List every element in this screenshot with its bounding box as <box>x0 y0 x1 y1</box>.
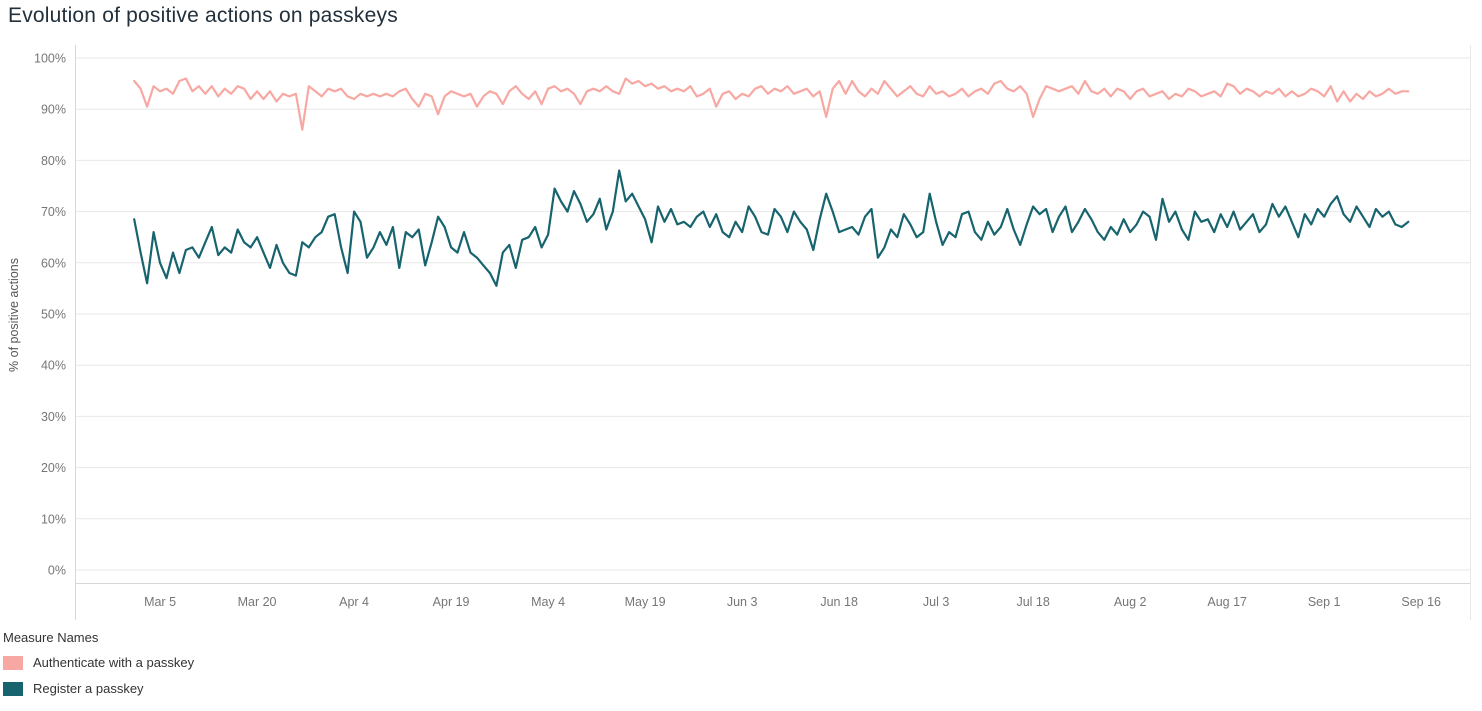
x-tick-label: Jun 3 <box>727 595 758 609</box>
legend-item-register[interactable]: Register a passkey <box>3 681 194 696</box>
y-tick-label: 50% <box>41 308 66 322</box>
legend-swatch-authenticate-icon <box>3 655 23 670</box>
x-tick-label: Mar 20 <box>238 595 277 609</box>
x-tick-label: May 19 <box>625 595 666 609</box>
x-tick-label: Apr 4 <box>339 595 369 609</box>
legend-label-register: Register a passkey <box>33 681 144 696</box>
x-tick-label: Sep 16 <box>1401 595 1441 609</box>
y-tick-label: 20% <box>41 461 66 475</box>
x-tick-label: Mar 5 <box>144 595 176 609</box>
legend-label-authenticate: Authenticate with a passkey <box>33 655 195 670</box>
y-tick-label: 80% <box>41 154 66 168</box>
x-tick-label: Aug 2 <box>1114 595 1147 609</box>
legend-swatch-register-icon <box>3 681 23 696</box>
x-tick-label: Sep 1 <box>1308 595 1341 609</box>
legend-item-authenticate[interactable]: Authenticate with a passkey <box>3 655 194 670</box>
chart-title: Evolution of positive actions on passkey… <box>8 4 398 27</box>
y-tick-label: 60% <box>41 256 66 270</box>
y-tick-label: 40% <box>41 359 66 373</box>
y-tick-label: 100% <box>34 52 66 66</box>
x-tick-label: Jul 18 <box>1016 595 1049 609</box>
legend: Measure Names Authenticate with a passke… <box>3 630 194 707</box>
series-line-0[interactable] <box>133 77 1410 131</box>
legend-title: Measure Names <box>3 630 99 645</box>
y-tick-label: 90% <box>41 103 66 117</box>
y-tick-label: 70% <box>41 205 66 219</box>
series-line-1[interactable] <box>133 169 1410 287</box>
x-tick-label: May 4 <box>531 595 565 609</box>
y-tick-label: 30% <box>41 410 66 424</box>
y-tick-label: 10% <box>41 512 66 526</box>
line-chart-svg: 0% 10% 20% 30% 40% 50% 60% 70% 80% 90% 100% Mar 5 Ma… <box>34 45 1471 620</box>
x-tick-label: Jun 18 <box>820 595 858 609</box>
y-tick-label: 0% <box>48 564 66 578</box>
x-tick-label: Jul 3 <box>923 595 949 609</box>
x-tick-label: Aug 17 <box>1207 595 1247 609</box>
x-tick-label: Apr 19 <box>433 595 470 609</box>
